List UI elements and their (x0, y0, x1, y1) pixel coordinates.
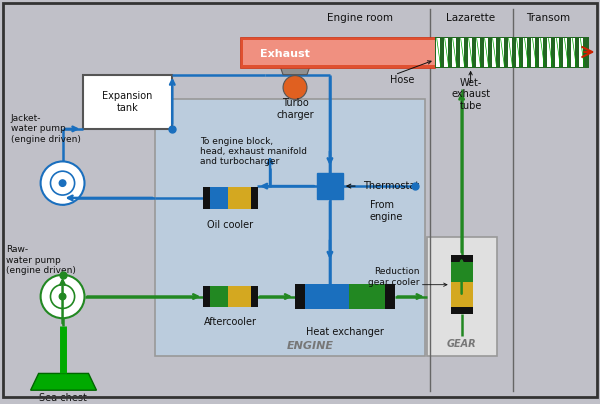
Text: ENGINE: ENGINE (286, 341, 334, 351)
Text: Exhaust: Exhaust (260, 49, 310, 59)
Text: Jacket-
water pump
(engine driven): Jacket- water pump (engine driven) (11, 114, 80, 144)
Text: Wet-
exhaust
tube: Wet- exhaust tube (451, 78, 490, 111)
Bar (303, 284, 387, 309)
Text: Hose: Hose (390, 75, 414, 84)
Text: Raw-
water pump
(engine driven): Raw- water pump (engine driven) (5, 245, 76, 275)
Bar (251, 187, 257, 209)
Bar (209, 286, 251, 307)
Bar (203, 286, 210, 307)
Bar (427, 238, 497, 356)
Text: To engine block,
head, exhaust manifold
and turbocharger: To engine block, head, exhaust manifold … (200, 137, 307, 166)
Text: Heat exchanger: Heat exchanger (306, 327, 384, 337)
Bar (547, 38, 551, 67)
Bar (460, 38, 464, 67)
Circle shape (59, 293, 66, 300)
Bar (532, 38, 535, 67)
Bar (556, 38, 559, 67)
Bar (563, 38, 568, 67)
Text: Reduction
gear cooler: Reduction gear cooler (368, 267, 420, 286)
Bar (451, 261, 473, 282)
Bar (523, 38, 527, 67)
Text: Oil cooler: Oil cooler (207, 219, 253, 229)
Polygon shape (31, 373, 97, 390)
Bar (580, 38, 583, 67)
Text: Engine room: Engine room (327, 13, 393, 23)
Bar (385, 284, 395, 309)
Bar (209, 187, 251, 209)
Bar (83, 75, 172, 129)
Bar (436, 38, 440, 67)
Text: Expansion
tank: Expansion tank (102, 91, 152, 113)
Bar (317, 173, 343, 199)
Bar (451, 255, 473, 262)
Bar (203, 187, 210, 209)
Bar (155, 99, 425, 356)
Circle shape (41, 162, 85, 205)
Bar (295, 284, 305, 309)
Circle shape (41, 275, 85, 318)
Bar (240, 37, 434, 68)
Text: Transom: Transom (526, 13, 571, 23)
Bar (500, 38, 503, 67)
Bar (491, 38, 496, 67)
Bar (209, 286, 228, 307)
Bar (508, 38, 512, 67)
Bar (251, 286, 257, 307)
Text: Lazarette: Lazarette (446, 13, 495, 23)
Bar (243, 40, 434, 65)
Bar (349, 284, 387, 309)
Circle shape (59, 180, 66, 186)
Bar (484, 38, 488, 67)
Bar (476, 38, 479, 67)
Bar (443, 38, 448, 67)
Text: Turbo
charger: Turbo charger (276, 98, 314, 120)
Bar (451, 307, 473, 314)
Bar (539, 38, 544, 67)
Bar (571, 38, 575, 67)
Bar (209, 187, 228, 209)
Bar (515, 38, 520, 67)
Text: GEAR: GEAR (447, 339, 476, 349)
Bar (451, 261, 473, 308)
Polygon shape (275, 52, 315, 75)
Bar (467, 38, 472, 67)
Text: Aftercooler: Aftercooler (203, 317, 257, 327)
Bar (434, 37, 589, 68)
Text: From
engine: From engine (370, 200, 403, 221)
Text: Sea chest: Sea chest (38, 393, 86, 403)
Circle shape (283, 76, 307, 99)
Bar (452, 38, 455, 67)
Text: Thermostat: Thermostat (363, 181, 419, 191)
